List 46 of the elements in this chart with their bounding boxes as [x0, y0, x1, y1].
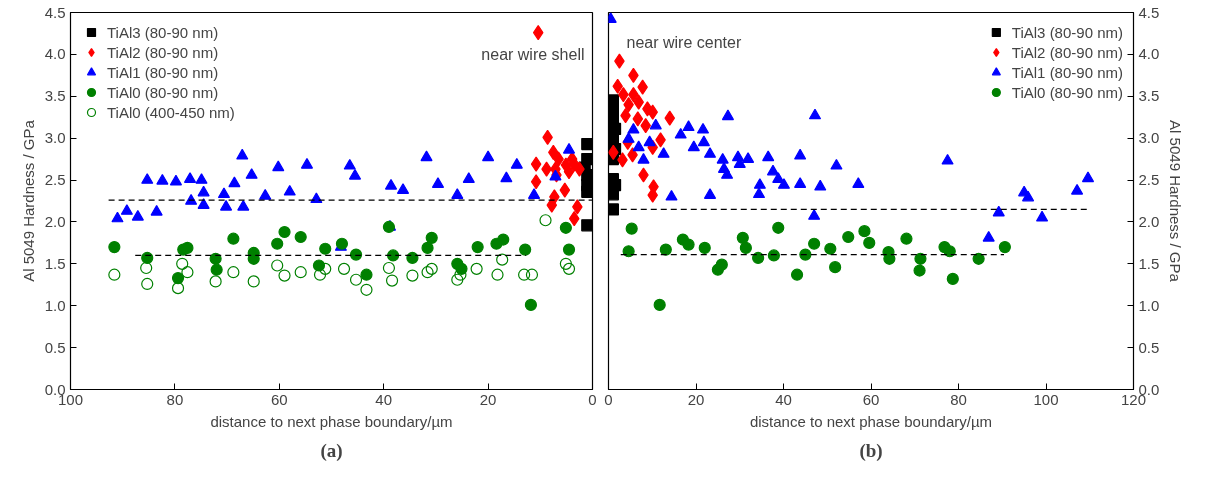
text: (b): [859, 439, 883, 462]
legend-label: TiAl0 (400-450 nm): [107, 103, 235, 121]
legend-label: TiAl1 (80-90 nm): [1011, 63, 1123, 81]
x-tick-label: 40: [775, 390, 792, 408]
legend-label: TiAl2 (80-90 nm): [1011, 43, 1123, 61]
y2-tick-label: 4.0: [1138, 45, 1160, 63]
x-axis-title: distance to next phase boundary/µm: [749, 412, 993, 430]
x-tick-label: 100: [1033, 390, 1059, 408]
y2-tick-label: 3.0: [1138, 129, 1160, 147]
y2-tick-label: 1.5: [1138, 254, 1160, 272]
y-tick-label: 1.0: [44, 296, 66, 314]
y-tick-label: 0.5: [44, 338, 66, 356]
legend-label: TiAl1 (80-90 nm): [107, 63, 219, 81]
legend-label: TiAl0 (80-90 nm): [107, 83, 219, 101]
legend-label: TiAl2 (80-90 nm): [107, 43, 219, 61]
legend-label: TiAl0 (80-90 nm): [1011, 83, 1123, 101]
x-tick-label: 0: [588, 390, 597, 408]
text: (a): [320, 439, 343, 462]
y2-axis-title: Al 5049 Hardness / GPa: [1167, 120, 1185, 283]
y-tick-label: 3.0: [44, 129, 66, 147]
x-tick-label: 80: [166, 390, 184, 408]
y2-tick-label: 2.5: [1138, 171, 1160, 189]
x-tick-label: 20: [479, 390, 497, 408]
x-tick-label: 60: [862, 390, 880, 408]
annotation: near wire center: [626, 33, 742, 51]
legend-label: TiAl3 (80-90 nm): [1011, 23, 1123, 41]
y2-tick-label: 2.0: [1138, 212, 1160, 230]
y-tick-label: 4.0: [44, 45, 66, 63]
x-tick-label: 20: [687, 390, 705, 408]
legend-label: TiAl3 (80-90 nm): [107, 23, 219, 41]
y2-tick-label: 0.5: [1138, 338, 1160, 356]
x-tick-label: 80: [950, 390, 967, 408]
x-tick-label: 0: [604, 390, 613, 408]
y-tick-label: 1.5: [44, 254, 66, 272]
y-axis-title: Al 5049 Hardness / GPa: [19, 119, 37, 282]
y2-tick-label: 3.5: [1138, 87, 1160, 105]
y-tick-label: 2.0: [44, 212, 66, 230]
y-tick-label: 3.5: [44, 87, 66, 105]
x-axis-title: distance to next phase boundary/µm: [210, 412, 453, 430]
y2-tick-label: 4.5: [1138, 3, 1160, 21]
x-tick-label: 60: [270, 390, 288, 408]
y2-tick-label: 1.0: [1138, 296, 1160, 314]
annotation: near wire shell: [481, 45, 585, 63]
x-tick-label: 40: [375, 390, 393, 408]
y-tick-label: 4.5: [44, 3, 66, 21]
y-tick-label: 2.5: [44, 171, 66, 189]
